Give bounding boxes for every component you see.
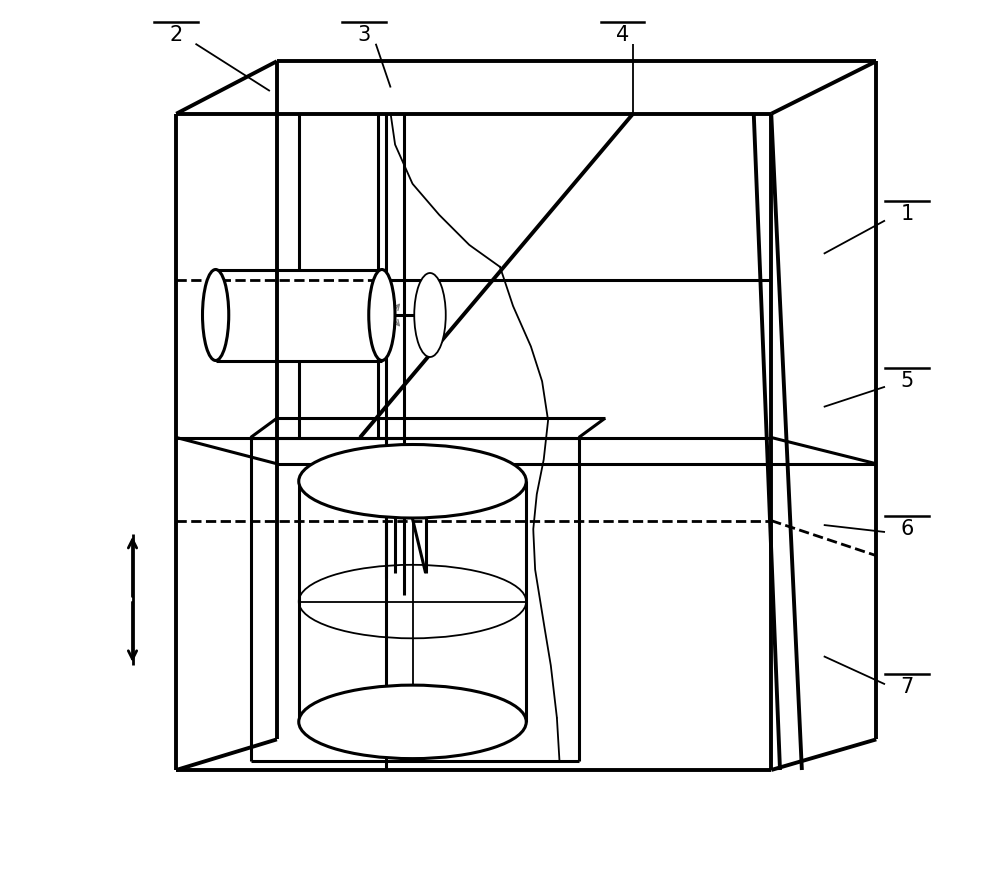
Text: 5: 5 — [900, 371, 914, 390]
Ellipse shape — [202, 270, 229, 360]
Ellipse shape — [369, 270, 395, 360]
Ellipse shape — [414, 273, 446, 357]
Text: 3: 3 — [358, 25, 371, 45]
Text: 2: 2 — [170, 25, 183, 45]
Text: 1: 1 — [900, 205, 914, 224]
Ellipse shape — [299, 685, 526, 759]
Text: 4: 4 — [616, 25, 629, 45]
Ellipse shape — [299, 444, 526, 518]
Text: 6: 6 — [900, 520, 914, 539]
Text: 7: 7 — [900, 677, 914, 696]
